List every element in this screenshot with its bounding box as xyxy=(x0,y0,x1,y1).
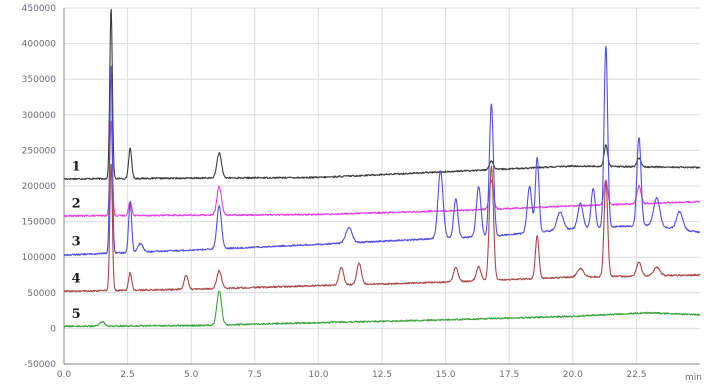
x-axis-ticks: 0.0 2.5 5.0 7.5 10.0 12.5 15.0 17.5 20.0 22.5 xyxy=(57,370,647,380)
x-tick-label: 2.5 xyxy=(120,370,134,380)
series-line-2 xyxy=(63,120,701,218)
x-tick-label: 10.0 xyxy=(308,370,328,380)
x-tick-label: 7.5 xyxy=(248,370,262,380)
x-tick-label: 20.0 xyxy=(563,370,583,380)
y-tick-label: 250000 xyxy=(22,146,57,156)
x-tick-label: 15.0 xyxy=(436,370,456,380)
x-tick-label: 12.5 xyxy=(372,370,392,380)
y-tick-label: 50000 xyxy=(27,289,56,299)
y-tick-label: 150000 xyxy=(22,218,57,228)
x-tick-label: 0.0 xyxy=(57,370,72,380)
series-line-4 xyxy=(63,163,701,293)
series-traces xyxy=(63,8,701,328)
trace-label-2: 2 xyxy=(72,197,81,212)
y-tick-label: 0 xyxy=(50,324,56,334)
trace-label-4: 4 xyxy=(72,272,81,287)
trace-label-3: 3 xyxy=(72,235,81,250)
x-tick-label: 22.5 xyxy=(626,370,646,380)
y-tick-label: 200000 xyxy=(22,182,57,192)
x-tick-label: 17.5 xyxy=(499,370,519,380)
trace-label-1: 1 xyxy=(72,160,81,175)
series-line-3 xyxy=(63,45,701,257)
x-tick-label: 5.0 xyxy=(184,370,199,380)
y-tick-label: 450000 xyxy=(22,4,57,14)
y-tick-label: -50000 xyxy=(24,360,56,370)
y-tick-label: 300000 xyxy=(22,111,57,121)
y-tick-label: 100000 xyxy=(22,253,57,263)
y-tick-label: 350000 xyxy=(22,75,57,85)
series-line-1 xyxy=(63,8,701,181)
y-axis-ticks: -50000 0 50000 100000 150000 200000 250000 3000… xyxy=(22,4,57,370)
trace-label-5: 5 xyxy=(72,307,81,322)
y-tick-label: 400000 xyxy=(22,40,57,50)
series-line-5 xyxy=(63,290,701,328)
trace-labels: 1 2 3 4 5 xyxy=(72,160,81,322)
x-axis-label: min xyxy=(685,373,702,383)
